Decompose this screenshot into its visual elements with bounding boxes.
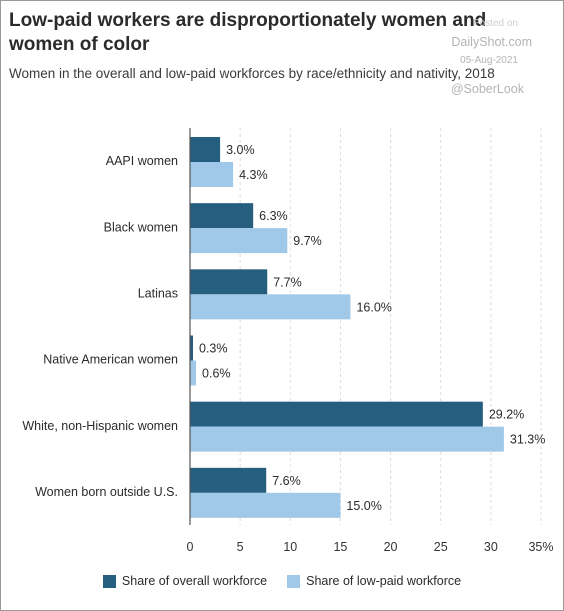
x-tick-label: 20 — [384, 540, 398, 554]
bar-low-paid — [190, 426, 504, 452]
x-tick-label: 15 — [333, 540, 347, 554]
bar-overall — [190, 137, 221, 162]
bar-overall — [190, 335, 194, 361]
x-tick-label: 35% — [528, 540, 553, 554]
chart-title: Low-paid workers are disproportionately … — [9, 10, 487, 55]
x-tick-label: 30 — [484, 540, 498, 554]
data-label-overall: 3.0% — [226, 143, 255, 157]
bar-low-paid — [190, 228, 288, 254]
data-label-overall: 0.3% — [199, 342, 228, 356]
legend: Share of overall workforce Share of low-… — [0, 574, 564, 588]
watermark-date: 05-Aug-2021 — [460, 55, 518, 66]
bar-overall — [190, 467, 267, 493]
bar-overall — [190, 203, 254, 229]
x-tick-label: 25 — [434, 540, 448, 554]
watermark-handle: @SoberLook — [450, 82, 524, 96]
data-label-low-paid: 15.0% — [346, 499, 381, 513]
bar-overall — [190, 401, 483, 427]
bar-low-paid — [190, 360, 197, 386]
category-label: White, non-Hispanic women — [22, 419, 178, 433]
data-label-low-paid: 16.0% — [356, 300, 391, 314]
legend-swatch-low-paid — [287, 574, 301, 588]
data-label-overall: 6.3% — [259, 209, 288, 223]
bar-overall — [190, 269, 268, 295]
category-label: Latinas — [138, 286, 178, 300]
data-label-overall: 7.6% — [272, 474, 301, 488]
x-tick-label: 10 — [283, 540, 297, 554]
bar-low-paid — [190, 294, 351, 320]
bar-low-paid — [190, 162, 234, 187]
data-label-low-paid: 31.3% — [510, 433, 545, 447]
data-label-overall: 29.2% — [489, 408, 524, 422]
legend-label-overall: Share of overall workforce — [121, 574, 268, 588]
data-label-low-paid: 4.3% — [239, 168, 268, 182]
x-tick-label: 0 — [187, 540, 194, 554]
legend-swatch-overall — [102, 574, 116, 588]
watermark-posted: Posted on — [472, 18, 518, 29]
bar-low-paid — [190, 492, 341, 518]
x-tick-label: 5 — [237, 540, 244, 554]
category-label: Women born outside U.S. — [35, 485, 178, 499]
data-label-low-paid: 0.6% — [202, 367, 231, 381]
data-label-low-paid: 9.7% — [293, 234, 322, 248]
legend-item-overall: Share of overall workforce — [102, 574, 268, 588]
legend-label-low-paid: Share of low-paid workforce — [306, 574, 462, 588]
data-label-overall: 7.7% — [273, 275, 302, 289]
category-label: Native American women — [43, 353, 178, 367]
chart-subtitle: Women in the overall and low-paid workfo… — [9, 66, 495, 81]
watermark-site: DailyShot.com — [451, 35, 532, 49]
category-label: AAPI women — [106, 154, 178, 168]
category-label: Black women — [104, 220, 178, 234]
legend-item-low-paid: Share of low-paid workforce — [287, 574, 461, 588]
